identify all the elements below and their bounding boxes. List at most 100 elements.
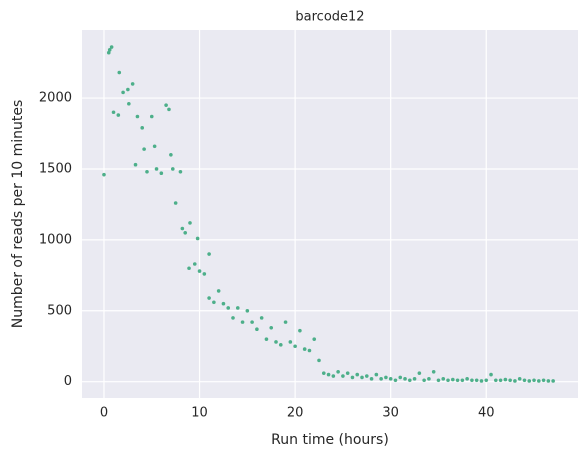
point — [412, 377, 417, 381]
point — [498, 378, 503, 383]
point — [427, 377, 431, 381]
point — [140, 126, 145, 130]
point — [407, 378, 412, 383]
point — [293, 344, 297, 349]
point — [130, 82, 135, 86]
point — [508, 378, 512, 383]
point — [336, 369, 340, 374]
point — [527, 379, 532, 383]
point — [173, 201, 178, 205]
point — [503, 377, 508, 382]
point — [302, 347, 307, 351]
point — [474, 378, 479, 383]
point — [207, 252, 211, 256]
point — [393, 378, 398, 383]
point — [192, 262, 197, 266]
point — [326, 372, 331, 377]
point — [145, 170, 149, 174]
point — [127, 101, 131, 106]
point — [355, 372, 360, 377]
point — [221, 301, 226, 306]
x-tick-label: 30 — [382, 406, 399, 421]
point — [142, 147, 146, 151]
point — [298, 328, 302, 333]
point — [551, 379, 555, 383]
point — [350, 375, 355, 380]
point — [369, 377, 374, 381]
point — [226, 306, 231, 310]
y-axis-label: Number of reads per 10 minutes — [10, 100, 26, 329]
point — [455, 378, 460, 383]
point — [245, 308, 250, 313]
point — [188, 221, 192, 225]
point — [235, 306, 240, 310]
point — [484, 378, 489, 383]
point — [307, 348, 312, 353]
point — [278, 343, 283, 347]
point — [470, 378, 474, 383]
point — [331, 374, 336, 378]
point — [364, 374, 369, 378]
point — [422, 378, 426, 383]
point — [312, 337, 317, 341]
point — [537, 379, 541, 383]
point — [180, 226, 185, 231]
point — [255, 327, 259, 332]
x-tick-label: 10 — [191, 406, 208, 421]
point — [106, 50, 111, 55]
point — [264, 337, 269, 341]
point — [197, 269, 202, 273]
point — [121, 90, 125, 95]
point — [460, 378, 465, 383]
point — [135, 114, 140, 119]
point — [446, 378, 450, 383]
chart-title: barcode12 — [295, 10, 364, 25]
point — [288, 340, 293, 344]
point — [398, 375, 403, 380]
point — [283, 320, 288, 324]
point — [202, 272, 207, 276]
point — [384, 375, 388, 380]
point — [117, 70, 122, 75]
point — [164, 103, 168, 107]
point — [216, 289, 221, 293]
point — [167, 107, 171, 112]
point — [403, 377, 407, 381]
point — [274, 340, 278, 344]
point — [441, 377, 446, 381]
point — [109, 45, 114, 49]
point — [126, 87, 130, 92]
point — [102, 172, 106, 177]
point — [513, 379, 517, 383]
point — [111, 110, 116, 115]
point — [116, 113, 121, 117]
point — [489, 372, 493, 377]
point — [546, 379, 551, 383]
point — [479, 379, 484, 383]
x-axis-label: Run time (hours) — [271, 432, 389, 448]
point — [149, 114, 154, 119]
point — [321, 371, 326, 375]
point — [431, 369, 436, 374]
point — [374, 372, 379, 377]
x-tick-label: 40 — [478, 406, 495, 421]
point — [207, 296, 211, 300]
point — [517, 377, 522, 381]
point — [522, 378, 527, 383]
y-tick-label: 1000 — [39, 232, 72, 247]
point — [541, 378, 546, 383]
point — [417, 371, 422, 375]
y-tick-label: 500 — [47, 303, 72, 318]
point — [159, 171, 164, 176]
y-tick-label: 0 — [64, 374, 72, 389]
point — [170, 167, 175, 171]
point — [317, 358, 321, 363]
y-tick-label: 1500 — [39, 161, 72, 176]
point — [187, 266, 191, 271]
plot-area — [82, 30, 578, 398]
point — [532, 378, 536, 383]
point — [465, 377, 469, 381]
point — [133, 162, 138, 167]
point — [259, 316, 264, 320]
